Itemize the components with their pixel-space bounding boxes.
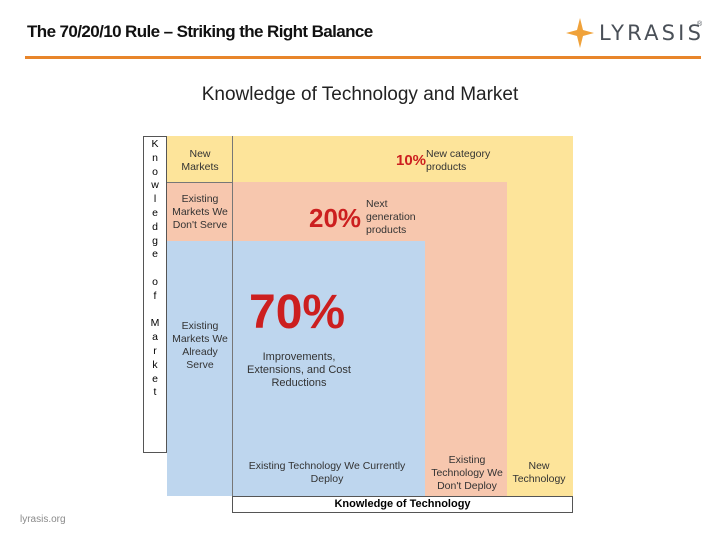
title-divider [25, 56, 701, 59]
y-letter: r [153, 344, 157, 357]
registered-mark: ® [697, 21, 703, 28]
y-letter: K [151, 138, 159, 150]
y-axis-bar [143, 136, 167, 453]
logo-wordmark: LYRASIS [599, 21, 705, 45]
y-letter: f [153, 289, 157, 302]
row-label-divider [232, 136, 233, 496]
col-label-new-technology: New Technology [512, 460, 566, 485]
footer-url: lyrasis.org [20, 514, 66, 525]
y-letter: n [152, 151, 158, 164]
y-letter: M [150, 317, 160, 330]
y-letter: g [152, 234, 158, 247]
y-axis-label: K n o w l e d g e o f M a r k e t [143, 138, 167, 400]
y-letter: w [151, 179, 159, 192]
row-label-new-markets: New Markets [181, 148, 219, 173]
row-label-existing-dont-serve: Existing Markets We Don't Serve [172, 193, 228, 231]
zone-10-percent: 10% [396, 152, 427, 169]
y-letter: l [153, 193, 157, 206]
slide-title: The 70/20/10 Rule – Striking the Right B… [27, 22, 373, 41]
y-letter: k [152, 358, 158, 371]
y-letter: e [152, 372, 158, 385]
star-icon [566, 18, 594, 48]
row-separator [167, 182, 232, 183]
x-axis-label: Knowledge of Technology [232, 496, 573, 513]
zone-70-region [167, 241, 425, 496]
y-letter: d [152, 220, 158, 233]
y-letter: o [152, 165, 158, 178]
zone-10-label: New category products [426, 148, 491, 173]
zone-20-percent: 20% [309, 203, 362, 233]
zone-70-percent: 70% [249, 286, 346, 339]
zone-70-label: Improvements, Extensions, and Cost Reduc… [247, 351, 351, 389]
zone-20-label: Next generation products [366, 198, 416, 236]
row-label-existing-serve: Existing Markets We Already Serve [172, 320, 228, 371]
lyrasis-logo: LYRASIS ® [566, 18, 706, 48]
col-label-existing-technology-dont: Existing Technology We Don't Deploy [431, 454, 503, 492]
y-letter: o [152, 275, 158, 288]
col-label-existing-technology: Existing Technology We Currently Deploy [248, 460, 406, 485]
y-letter: e [152, 248, 158, 261]
y-letter: a [152, 331, 158, 344]
diagram-subtitle: Knowledge of Technology and Market [201, 84, 519, 105]
y-letter: t [153, 386, 157, 399]
y-letter: e [152, 206, 158, 219]
